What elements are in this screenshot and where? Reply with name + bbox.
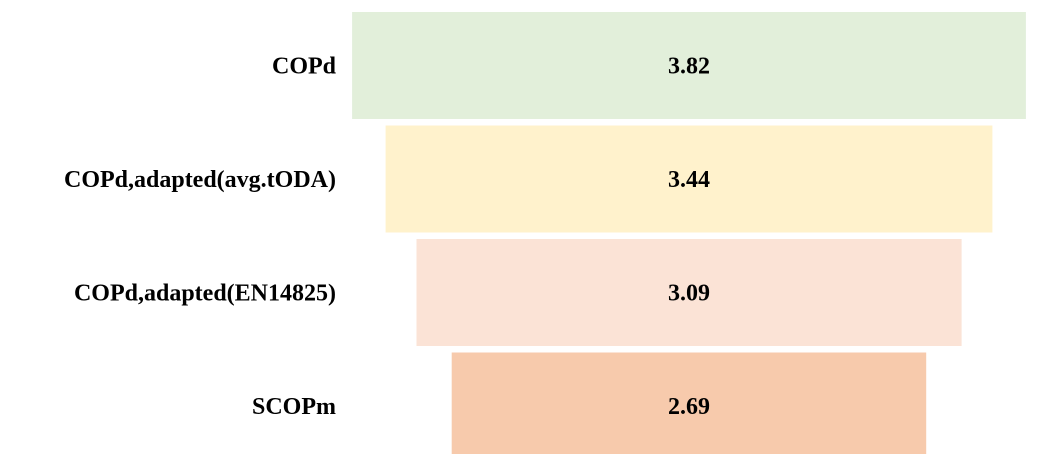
funnel-bar-1 [352, 12, 1026, 119]
value-label-2: 3.44 [668, 167, 710, 193]
funnel-bar-3 [416, 239, 962, 346]
category-label-4: SCOPm [252, 394, 336, 420]
value-label-3: 3.09 [668, 281, 710, 307]
category-labels: COPd COPd,adapted(avg.tODA) COPd,adapted(E… [64, 54, 337, 421]
funnel-bars [352, 12, 1026, 454]
value-labels: 3.82 3.44 3.09 2.69 [668, 54, 710, 421]
funnel-bar-2 [385, 125, 993, 233]
category-label-2: COPd,adapted(avg.tODA) [64, 167, 336, 193]
category-label-1: COPd [272, 54, 337, 80]
value-label-4: 2.69 [668, 394, 710, 420]
category-label-3: COPd,adapted(EN14825) [74, 281, 336, 307]
funnel-bar-4 [451, 352, 927, 454]
value-label-1: 3.82 [668, 54, 710, 80]
